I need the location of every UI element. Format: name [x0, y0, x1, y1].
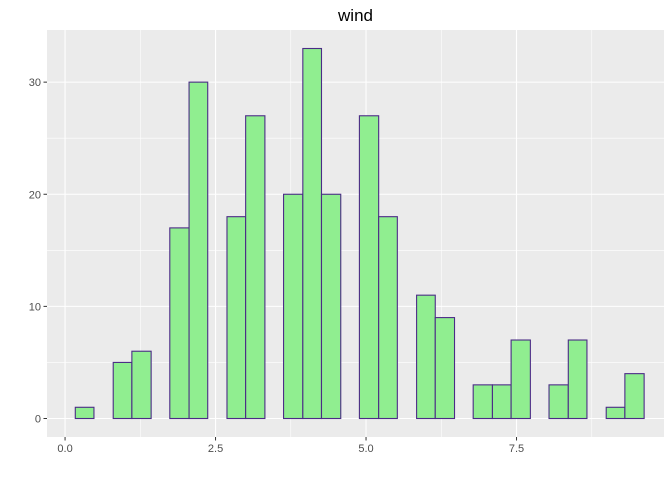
histogram-bar — [283, 193, 304, 420]
histogram-bar — [624, 373, 645, 420]
chart-title: wind — [337, 6, 373, 25]
x-tick-label: 0.0 — [57, 443, 72, 455]
x-tick-label: 7.5 — [509, 443, 524, 455]
y-tick-label: 20 — [29, 189, 41, 201]
histogram-bar — [131, 350, 152, 420]
histogram-bars — [74, 47, 645, 420]
y-axis: 0 10 20 30 — [29, 77, 47, 426]
histogram-bar — [302, 47, 323, 420]
histogram-bar — [472, 384, 493, 420]
histogram-bar — [378, 216, 398, 420]
histogram-bar — [416, 294, 436, 420]
histogram-bar — [112, 361, 133, 420]
histogram-bar — [510, 339, 531, 420]
x-tick-label: 5.0 — [358, 443, 373, 455]
histogram-bar — [358, 115, 380, 420]
x-tick-label: 2.5 — [208, 443, 223, 455]
histogram-bar — [491, 384, 512, 420]
y-tick-label: 30 — [29, 77, 41, 89]
histogram-bar — [245, 115, 266, 420]
x-axis: 0.0 2.5 5.0 7.5 — [57, 437, 524, 455]
histogram-bar — [605, 406, 626, 420]
histogram-bar — [548, 384, 569, 420]
y-tick-label: 0 — [35, 414, 41, 426]
histogram-bar — [188, 81, 209, 420]
histogram-bar — [169, 227, 190, 420]
histogram-bar — [434, 317, 456, 420]
histogram-bar — [567, 339, 588, 420]
histogram-bar — [226, 216, 247, 420]
y-tick-label: 10 — [29, 301, 41, 313]
histogram-bar — [74, 406, 95, 420]
histogram-bar — [320, 193, 342, 420]
